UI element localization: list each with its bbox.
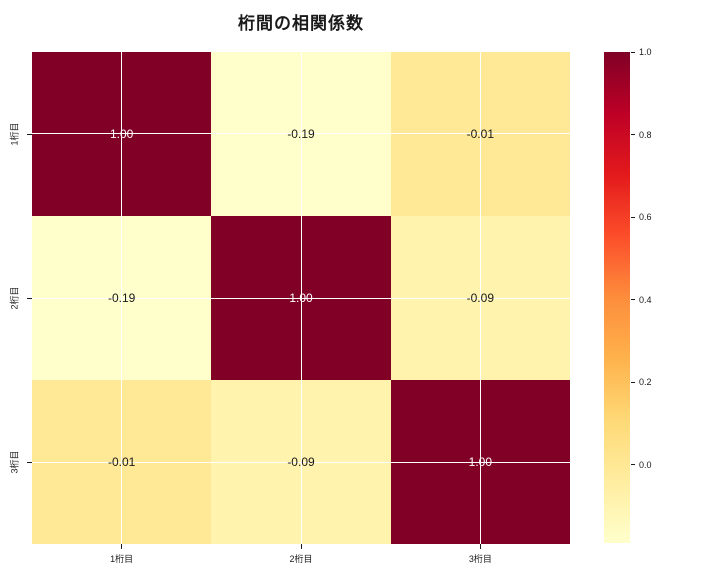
y-tick-label: 1桁目: [9, 122, 20, 146]
y-tick-mark: [27, 461, 32, 463]
cell-value-label: -0.19: [287, 127, 315, 141]
colorbar-tick-label: 0.8: [639, 129, 652, 140]
heatmap-cell: 1.00: [32, 52, 212, 216]
x-tick-label: 2桁目: [289, 554, 313, 564]
y-tick-label: 3桁目: [9, 450, 20, 474]
colorbar-tick-mark: [631, 134, 635, 136]
heatmap-cell: -0.19: [32, 216, 212, 380]
y-tick-mark: [27, 133, 32, 135]
gridline-horizontal: [32, 297, 570, 299]
heatmap-cell: -0.01: [32, 380, 212, 544]
colorbar-tick-label: 0.6: [639, 212, 652, 223]
colorbar-tick-mark: [631, 464, 635, 466]
cell-value-label: -0.01: [466, 127, 494, 141]
y-tick-mark: [27, 297, 32, 299]
heatmap-cell: -0.01: [390, 52, 570, 216]
colorbar-tick-label: 0.0: [639, 459, 652, 470]
chart-title: 桁間の相関係数: [238, 14, 364, 33]
colorbar-tick-label: 0.2: [639, 377, 652, 388]
colorbar-tick-mark: [631, 299, 635, 301]
cell-value-label: 1.00: [468, 455, 492, 469]
colorbar-tick-mark: [631, 51, 635, 53]
gridline-horizontal: [32, 133, 570, 135]
x-tick-label: 1桁目: [110, 554, 134, 564]
heatmap-cell: 1.00: [390, 380, 570, 544]
colorbar-tick-mark: [631, 381, 635, 383]
cell-value-label: 1.00: [289, 291, 313, 305]
heatmap-cell: -0.09: [390, 216, 570, 380]
cell-value-label: -0.01: [107, 455, 136, 469]
cell-value-label: -0.09: [466, 291, 494, 305]
cell-value-label: 1.00: [109, 127, 134, 141]
x-tick-mark: [121, 544, 123, 549]
heatmap-cell: -0.09: [211, 380, 391, 544]
gridline-horizontal: [32, 461, 570, 463]
colorbar-tick-label: 1.0: [639, 47, 652, 57]
x-tick-mark: [479, 544, 481, 549]
heatmap-cell: -0.19: [211, 52, 391, 216]
y-tick-label: 2桁目: [9, 286, 20, 310]
heatmap-plot: 1.00 -0.19 -0.01 -0.19 1.00 -0.09 -0.01 -0.09 1.…: [32, 52, 570, 544]
colorbar: [604, 52, 630, 543]
x-tick-mark: [300, 544, 302, 549]
colorbar-tick-label: 0.4: [639, 294, 652, 305]
cell-value-label: -0.09: [287, 455, 315, 469]
cell-value-label: -0.19: [107, 291, 136, 305]
colorbar-tick-mark: [631, 216, 635, 218]
heatmap-cell: 1.00: [211, 216, 391, 380]
x-tick-label: 3桁目: [468, 554, 492, 564]
